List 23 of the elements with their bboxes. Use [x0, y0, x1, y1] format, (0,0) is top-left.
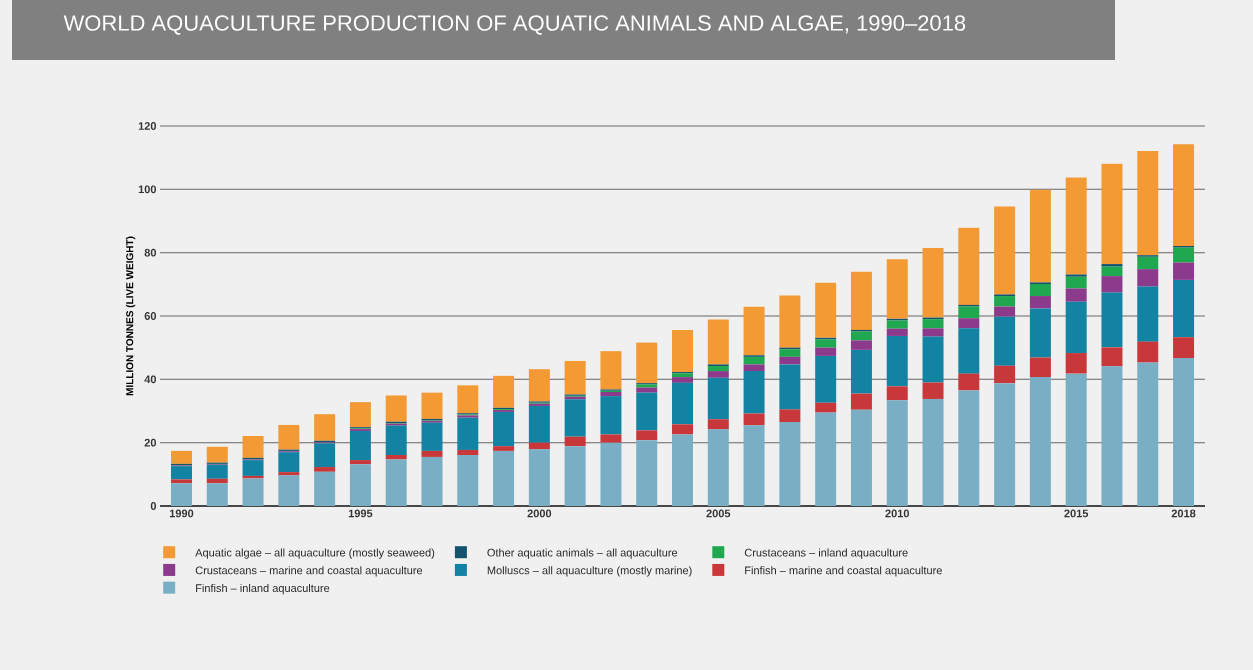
y-tick-label: 60: [144, 312, 157, 320]
legend-label: Molluscs – all aquaculture (mostly marine): [487, 566, 692, 577]
x-tick-label: 1990: [169, 509, 194, 518]
legend-label: Crustaceans – marine and coastal aquaculture: [195, 566, 423, 577]
y-tick-label: 20: [144, 438, 157, 447]
chart-title: WORLD AQUACULTURE PRODUCTION OF AQUATIC ANIMALS AND ALGAE, 1990–2018: [63, 15, 966, 35]
x-tick-label: 1995: [348, 509, 373, 518]
x-tick-label: 2005: [706, 509, 731, 518]
x-tick-label: 2018: [1171, 509, 1196, 518]
y-axis-title: MILLION TONNES (LIVE WEIGHT): [125, 236, 136, 396]
legend-label: Finfish – marine and coastal aquaculture: [745, 566, 942, 577]
legend-label: Finfish – inland aquaculture: [196, 583, 330, 595]
x-tick-label: 2010: [885, 509, 910, 518]
y-tick-label: 40: [144, 375, 157, 384]
x-tick-label: 2000: [527, 509, 552, 518]
y-tick-label: 80: [144, 248, 157, 257]
legend-label: Aquatic algae – all aquaculture (mostly seaweed): [195, 548, 435, 559]
y-tick-label: 120: [138, 122, 157, 130]
x-tick-label: 2015: [1064, 509, 1089, 518]
legend-label: Crustaceans – inland aquaculture: [744, 548, 908, 559]
y-tick-label: 0: [150, 502, 157, 510]
y-tick-label: 100: [138, 185, 157, 194]
legend-label: Other aquatic animals – all aquaculture: [487, 548, 678, 559]
